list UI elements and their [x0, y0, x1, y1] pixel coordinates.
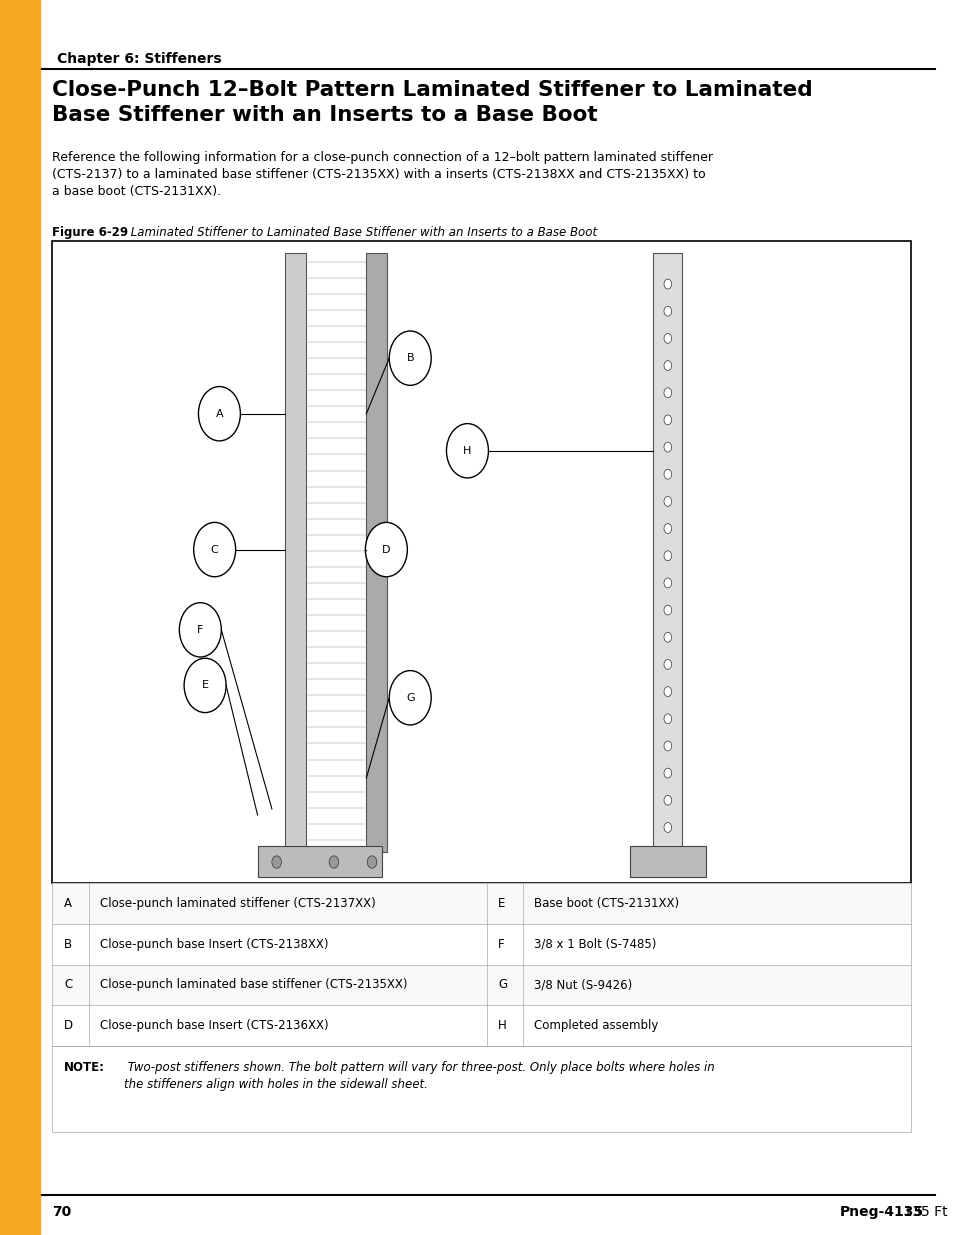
Text: B: B [406, 353, 414, 363]
Circle shape [663, 388, 671, 398]
Text: Base boot (CTS-2131XX): Base boot (CTS-2131XX) [534, 897, 679, 910]
Circle shape [184, 658, 226, 713]
Text: G: G [497, 978, 507, 992]
Text: Reference the following information for a close-punch connection of a 12–bolt pa: Reference the following information for … [52, 151, 713, 198]
Circle shape [663, 714, 671, 724]
Circle shape [663, 687, 671, 697]
Bar [52, 1046, 910, 1132]
Text: 3/8 Nut (S-9426): 3/8 Nut (S-9426) [534, 978, 632, 992]
Text: B: B [64, 937, 72, 951]
Text: Close-punch laminated base stiffener (CTS-2135XX): Close-punch laminated base stiffener (CT… [100, 978, 407, 992]
Circle shape [663, 578, 671, 588]
Bar [52, 1005, 910, 1046]
Circle shape [663, 632, 671, 642]
Text: G: G [405, 693, 415, 703]
Text: E: E [497, 897, 505, 910]
Text: C: C [211, 545, 218, 555]
Text: Close-Punch 12–Bolt Pattern Laminated Stiffener to Laminated
Base Stiffener with: Close-Punch 12–Bolt Pattern Laminated St… [52, 80, 812, 125]
Circle shape [663, 469, 671, 479]
Circle shape [663, 415, 671, 425]
Bar [257, 846, 381, 877]
Text: H: H [463, 446, 471, 456]
Text: 135 Ft Diameter 40-Series Bin: 135 Ft Diameter 40-Series Bin [898, 1205, 953, 1219]
Text: Close-punch laminated stiffener (CTS-2137XX): Close-punch laminated stiffener (CTS-213… [100, 897, 375, 910]
Bar [285, 253, 306, 852]
Text: D: D [382, 545, 390, 555]
Text: F: F [197, 625, 203, 635]
Text: D: D [64, 1019, 73, 1032]
Circle shape [446, 424, 488, 478]
Text: Pneg-4135: Pneg-4135 [839, 1205, 923, 1219]
Bar [0, 0, 40, 1235]
Circle shape [663, 795, 671, 805]
Text: Figure 6-29: Figure 6-29 [52, 226, 129, 240]
Bar [52, 241, 910, 883]
Circle shape [272, 856, 281, 868]
Circle shape [663, 279, 671, 289]
Text: Laminated Stiffener to Laminated Base Stiffener with an Inserts to a Base Boot: Laminated Stiffener to Laminated Base St… [127, 226, 597, 240]
Circle shape [663, 605, 671, 615]
Text: Two-post stiffeners shown. The bolt pattern will vary for three-post. Only place: Two-post stiffeners shown. The bolt patt… [124, 1061, 714, 1091]
Text: 3/8 x 1 Bolt (S-7485): 3/8 x 1 Bolt (S-7485) [534, 937, 656, 951]
Circle shape [663, 741, 671, 751]
Circle shape [663, 306, 671, 316]
Circle shape [389, 331, 431, 385]
Circle shape [663, 442, 671, 452]
Circle shape [367, 856, 376, 868]
Text: Completed assembly: Completed assembly [534, 1019, 658, 1032]
Text: NOTE:: NOTE: [64, 1061, 105, 1074]
Circle shape [663, 333, 671, 343]
Bar [366, 253, 387, 852]
Text: Chapter 6: Stiffeners: Chapter 6: Stiffeners [57, 52, 222, 65]
Bar [653, 253, 681, 852]
Bar [52, 924, 910, 965]
Text: Close-punch base Insert (CTS-2136XX): Close-punch base Insert (CTS-2136XX) [100, 1019, 329, 1032]
Circle shape [365, 522, 407, 577]
Circle shape [179, 603, 221, 657]
Circle shape [663, 524, 671, 534]
Circle shape [663, 659, 671, 669]
Text: F: F [497, 937, 504, 951]
Circle shape [663, 496, 671, 506]
Circle shape [329, 856, 338, 868]
Text: H: H [497, 1019, 506, 1032]
Circle shape [663, 361, 671, 370]
Bar [52, 883, 910, 924]
Text: A: A [64, 897, 71, 910]
Text: C: C [64, 978, 72, 992]
Circle shape [663, 768, 671, 778]
Text: E: E [201, 680, 209, 690]
Circle shape [198, 387, 240, 441]
Bar [52, 965, 910, 1005]
Text: 70: 70 [52, 1205, 71, 1219]
Bar [629, 846, 705, 877]
Circle shape [663, 551, 671, 561]
Circle shape [389, 671, 431, 725]
Text: A: A [215, 409, 223, 419]
Text: Close-punch base Insert (CTS-2138XX): Close-punch base Insert (CTS-2138XX) [100, 937, 329, 951]
Circle shape [663, 823, 671, 832]
Circle shape [193, 522, 235, 577]
